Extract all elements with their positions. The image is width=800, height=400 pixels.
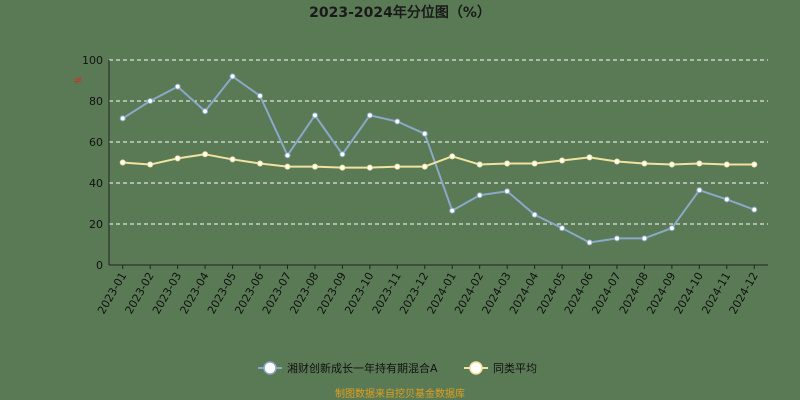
- series-0-point: [586, 239, 593, 246]
- series-1-point: [147, 161, 154, 168]
- series-1-point: [559, 157, 566, 164]
- series-1-point: [311, 163, 318, 170]
- series-0-point: [641, 235, 648, 242]
- series-0-point: [119, 115, 126, 122]
- series-1-point: [668, 161, 675, 168]
- series-1-point: [449, 153, 456, 160]
- legend-marker: [469, 361, 483, 375]
- legend-label: 同类平均: [493, 361, 537, 375]
- legend-item-0[interactable]: 湘财创新成长一年持有期混合A: [258, 361, 438, 375]
- series-layer: [119, 73, 758, 246]
- series-0-point: [668, 225, 675, 232]
- series-0-point: [531, 211, 538, 218]
- series-1-point: [613, 158, 620, 165]
- series-1-point: [531, 160, 538, 167]
- series-1-point: [696, 160, 703, 167]
- series-1-point: [751, 161, 758, 168]
- series-0-point: [696, 187, 703, 194]
- series-1-point: [641, 160, 648, 167]
- series-line-0: [122, 75, 755, 244]
- series-0-point: [394, 118, 401, 125]
- series-0-point: [311, 112, 318, 119]
- series-1-point: [504, 160, 511, 167]
- y-tick-label: 100: [82, 54, 103, 67]
- series-1-point: [284, 163, 291, 170]
- series-1-point: [723, 161, 730, 168]
- series-0-point: [257, 92, 264, 99]
- y-tick-label: 80: [89, 95, 103, 108]
- series-1-point: [394, 163, 401, 170]
- series-0-point: [147, 98, 154, 104]
- series-0-point: [174, 83, 181, 90]
- legend[interactable]: 湘财创新成长一年持有期混合A 同类平均: [258, 361, 537, 375]
- series-0-point: [229, 73, 236, 80]
- series-0-point: [723, 196, 730, 203]
- series-0-point: [284, 152, 291, 159]
- series-1-point: [202, 151, 209, 158]
- series-0-point: [504, 188, 511, 195]
- grid-layer: [109, 59, 768, 225]
- legend-label: 湘财创新成长一年持有期混合A: [287, 361, 438, 375]
- series-1-point: [119, 159, 126, 166]
- series-1-point: [339, 164, 346, 171]
- chart-title: 2023-2024年分位图（%）: [309, 4, 491, 21]
- legend-item-1[interactable]: 同类平均: [464, 361, 537, 375]
- series-line-1: [122, 153, 755, 169]
- series-0-point: [559, 225, 566, 232]
- series-0-point: [202, 108, 209, 115]
- series-0-point: [751, 206, 758, 213]
- series-0-point: [339, 151, 346, 158]
- legend-marker: [263, 361, 277, 375]
- y-tick-label: 60: [89, 136, 103, 149]
- series-1-point: [421, 163, 428, 170]
- series-1-point: [366, 164, 373, 171]
- series-0-point: [613, 235, 620, 242]
- series-1-point: [476, 161, 483, 168]
- series-0-point: [421, 130, 428, 137]
- series-1-point: [174, 155, 181, 162]
- y-tick-label: 20: [89, 218, 103, 231]
- source-note: 制图数据来自挖贝基金数据库: [335, 387, 465, 400]
- series-1-point: [586, 154, 593, 161]
- series-0-point: [476, 192, 483, 199]
- y-tick-label: 40: [89, 177, 103, 190]
- y-tick-label: 0: [96, 259, 103, 272]
- series-1-point: [229, 156, 236, 163]
- series-0-point: [449, 207, 456, 214]
- series-1-point: [257, 160, 264, 167]
- series-0-point: [366, 112, 373, 119]
- y-axis-mark: ≠: [73, 73, 83, 87]
